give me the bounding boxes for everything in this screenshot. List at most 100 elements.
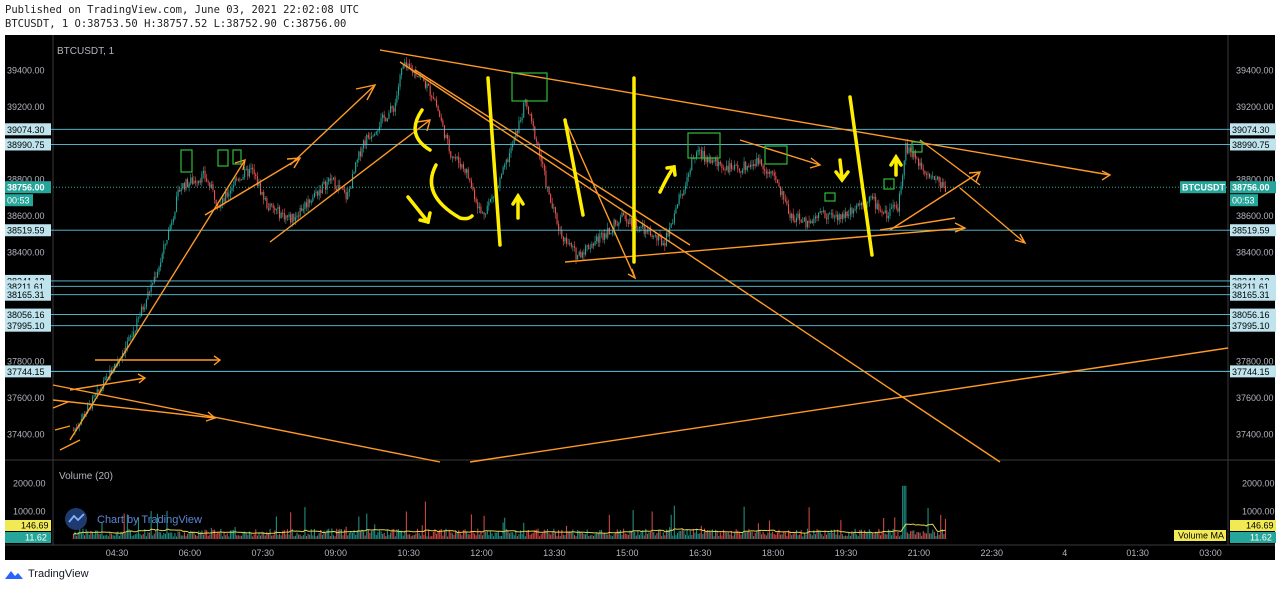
- volume-bar: [843, 536, 845, 539]
- volume-bar: [320, 530, 322, 539]
- volume-bar: [340, 529, 342, 539]
- volume-bar: [415, 533, 417, 539]
- symbol-tag: BTCUSDT: [1182, 183, 1225, 193]
- candle-body: [478, 206, 480, 209]
- volume-bar: [344, 529, 346, 539]
- volume-bar: [672, 535, 674, 539]
- volume-bar: [724, 531, 726, 539]
- volume-value-box: [1230, 532, 1276, 543]
- candle-body: [324, 181, 327, 190]
- volume-bar: [388, 535, 390, 539]
- volume-bar: [221, 536, 224, 539]
- volume-bar: [299, 534, 301, 539]
- candle-body: [191, 177, 193, 184]
- volume-bar: [630, 530, 633, 539]
- volume-bar: [118, 535, 120, 539]
- volume-bar: [681, 528, 683, 539]
- volume-bar: [164, 533, 166, 539]
- volume-bar: [646, 533, 648, 539]
- candle-body: [810, 220, 812, 223]
- volume-bar: [385, 536, 387, 539]
- candle-body: [607, 227, 609, 238]
- volume-bar: [594, 534, 596, 539]
- volume-bar: [578, 530, 580, 539]
- volume-bar: [749, 531, 752, 539]
- volume-bar: [245, 532, 247, 539]
- candle-body: [136, 318, 138, 332]
- volume-bar: [556, 536, 558, 539]
- volume-bar: [87, 531, 89, 539]
- volume-bar: [814, 534, 817, 539]
- volume-bar: [345, 526, 347, 539]
- volume-bar: [873, 534, 875, 539]
- volume-bar: [683, 530, 685, 539]
- candle-body: [816, 216, 818, 218]
- volume-bar: [715, 529, 717, 539]
- candle-body: [447, 134, 449, 140]
- candle-body: [399, 75, 401, 87]
- candle-body: [95, 394, 97, 396]
- volume-bar: [680, 530, 682, 539]
- candle-body: [688, 174, 690, 177]
- candle-body: [397, 86, 400, 96]
- candle-body: [372, 135, 374, 137]
- candle-body: [142, 306, 144, 310]
- candle-body: [594, 240, 596, 246]
- volume-bar: [767, 532, 769, 539]
- candle-body: [585, 246, 587, 255]
- candle-body: [941, 182, 943, 188]
- candle-body: [927, 173, 929, 175]
- volume-bar: [366, 513, 368, 539]
- candle-body: [486, 205, 488, 214]
- volume-bar: [236, 535, 238, 539]
- volume-bar: [824, 530, 826, 539]
- candle-body: [223, 198, 225, 202]
- candle-body: [848, 214, 850, 217]
- volume-title: Volume (20): [59, 471, 113, 482]
- price-tick-label: 37600.00: [1236, 393, 1274, 403]
- volume-bar: [443, 530, 446, 539]
- volume-bar: [255, 529, 257, 539]
- volume-bar: [77, 532, 79, 539]
- volume-bar: [797, 535, 799, 539]
- volume-bar: [938, 534, 940, 539]
- volume-bar: [401, 530, 403, 539]
- volume-bar: [237, 535, 239, 539]
- volume-bar: [637, 531, 639, 539]
- level-label-box: [5, 123, 51, 136]
- candle-body: [621, 212, 623, 217]
- candle-body: [778, 183, 780, 187]
- time-tick-label: 03:00: [1199, 548, 1222, 558]
- candle-body: [115, 363, 117, 365]
- volume-bar: [638, 535, 641, 539]
- volume-bar: [822, 536, 824, 539]
- volume-bar: [145, 536, 147, 539]
- volume-bar: [214, 529, 216, 539]
- candle-body: [730, 163, 732, 169]
- candle-body: [104, 377, 106, 381]
- volume-bar: [581, 533, 583, 539]
- candle-body: [573, 246, 576, 248]
- candle-body: [681, 194, 683, 196]
- level-label: 39074.30: [7, 125, 45, 135]
- volume-bar: [718, 535, 720, 539]
- candle-body: [713, 160, 715, 162]
- level-label: 38990.75: [7, 140, 45, 150]
- volume-bar: [803, 532, 805, 539]
- volume-bar: [819, 530, 821, 539]
- volume-bar: [650, 532, 652, 539]
- candle-body: [591, 243, 593, 249]
- footer-brand: TradingView: [28, 568, 89, 580]
- volume-bar: [147, 532, 149, 539]
- candle-body: [508, 153, 511, 163]
- volume-bar: [486, 530, 488, 539]
- volume-bar: [364, 535, 366, 539]
- volume-bar: [787, 530, 790, 539]
- volume-bar: [597, 533, 599, 539]
- volume-bar: [898, 536, 901, 539]
- candle-body: [499, 178, 501, 187]
- candle-body: [391, 106, 393, 109]
- candle-body: [240, 179, 243, 181]
- volume-bar: [816, 528, 818, 539]
